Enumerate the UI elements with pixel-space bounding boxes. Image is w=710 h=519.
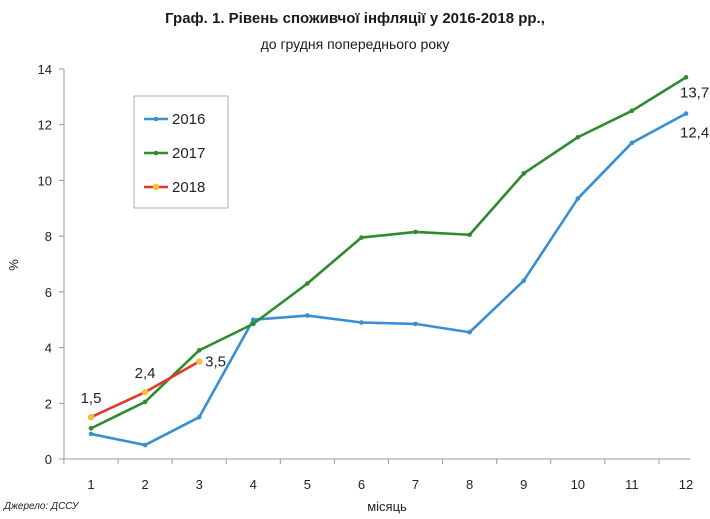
x-tick-label: 2 [141,477,148,492]
data-point-2018 [87,414,95,421]
data-point-2018 [195,358,203,365]
y-tick-label: 2 [45,396,52,411]
data-point-2016 [629,140,635,146]
y-tick-label: 8 [45,229,52,244]
data-point-2016 [250,317,256,323]
data-label: 13,7 [680,84,709,101]
x-tick-label: 6 [358,477,365,492]
legend-label-2016: 2016 [172,111,205,128]
data-point-2017 [196,348,202,353]
series-line-2017 [90,76,687,430]
data-point-2017 [629,108,635,114]
data-point-2016 [359,320,364,325]
data-point-2016 [305,313,310,318]
legend-marker-2016 [153,116,159,122]
x-tick-label: 3 [196,477,203,492]
legend-marker-2018 [152,183,160,191]
y-tick-label: 6 [45,285,52,300]
chart-subtitle: до грудня попереднього року [260,36,450,52]
data-point-2017 [359,235,364,240]
data-point-2017 [467,232,472,238]
x-tick-label: 7 [412,477,419,492]
series-2016 [88,111,689,448]
x-tick-label: 9 [520,477,527,492]
data-point-2017 [305,281,310,286]
series-2018 [87,358,203,421]
x-tick-label: 12 [679,477,693,492]
x-tick-label: 5 [304,477,311,492]
x-tick-label: 4 [250,477,257,492]
y-tick-label: 14 [38,62,52,77]
data-point-2016 [142,442,148,448]
data-point-2017 [683,75,689,80]
data-point-2016 [575,196,581,201]
series-layer [87,75,689,448]
y-tick-label: 0 [45,452,52,467]
source-note: Джерело: ДССУ [4,501,79,512]
series-2017 [88,75,689,431]
x-tick-label: 1 [87,477,94,492]
legend-marker-2017 [153,150,159,156]
series-line-2016 [90,112,687,447]
x-tick-label: 8 [466,477,473,492]
data-point-2017 [413,229,418,235]
y-tick-label: 10 [38,173,52,188]
legend-label-2017: 2017 [172,145,205,162]
data-point-2016 [88,431,94,437]
chart-title: Граф. 1. Рівень споживчої інфляції у 201… [165,10,545,27]
x-axis-label: місяць [367,499,407,514]
data-label: 12,4 [680,125,709,142]
data-point-2017 [575,134,581,140]
data-point-2017 [88,426,94,431]
data-point-2017 [250,321,256,327]
data-point-2016 [196,414,202,420]
data-label: 1,5 [81,390,102,407]
data-point-2016 [413,321,418,327]
x-tick-label: 10 [571,477,585,492]
legend-label-2018: 2018 [172,179,205,196]
data-label: 2,4 [135,365,156,382]
data-point-2016 [521,278,527,284]
x-tick-label: 11 [625,477,639,492]
y-axis-label: % [6,259,21,271]
data-point-2016 [467,329,472,335]
annotations: 1,5 2,4 3,5 13,7 12,4 [81,84,710,407]
data-point-2016 [683,111,689,116]
y-tick-label: 4 [45,341,52,356]
data-point-2018 [141,388,149,396]
y-tick-label: 12 [38,118,52,133]
data-point-2017 [142,399,148,405]
data-label: 3,5 [205,354,226,371]
legend: 2016 2017 2018 [133,95,229,209]
data-point-2017 [521,171,527,176]
